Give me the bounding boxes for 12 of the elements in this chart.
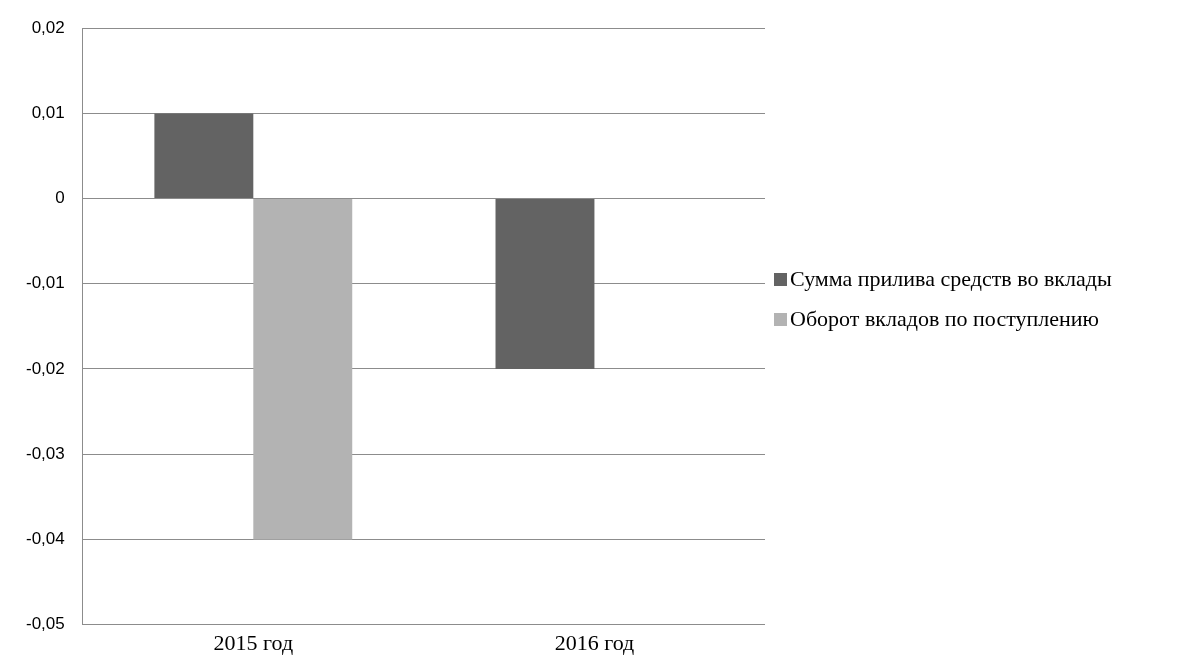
legend-label: Оборот вкладов по поступлению (790, 305, 1099, 333)
y-tick-label: -0,05 (26, 614, 65, 634)
y-tick-label: -0,04 (26, 529, 65, 549)
legend-label: Сумма прилива средств во вклады (790, 265, 1112, 293)
y-tick-label: -0,01 (26, 273, 65, 293)
x-tick-label: 2016 год (554, 629, 635, 655)
y-tick-label: 0,02 (31, 17, 65, 37)
y-tick-label: 0,01 (31, 103, 65, 123)
y-tick-label: -0,02 (26, 358, 65, 378)
y-tick-label: -0,03 (26, 443, 65, 463)
y-tick-label: 0 (55, 188, 65, 208)
x-tick-label: 2015 год (213, 629, 294, 655)
